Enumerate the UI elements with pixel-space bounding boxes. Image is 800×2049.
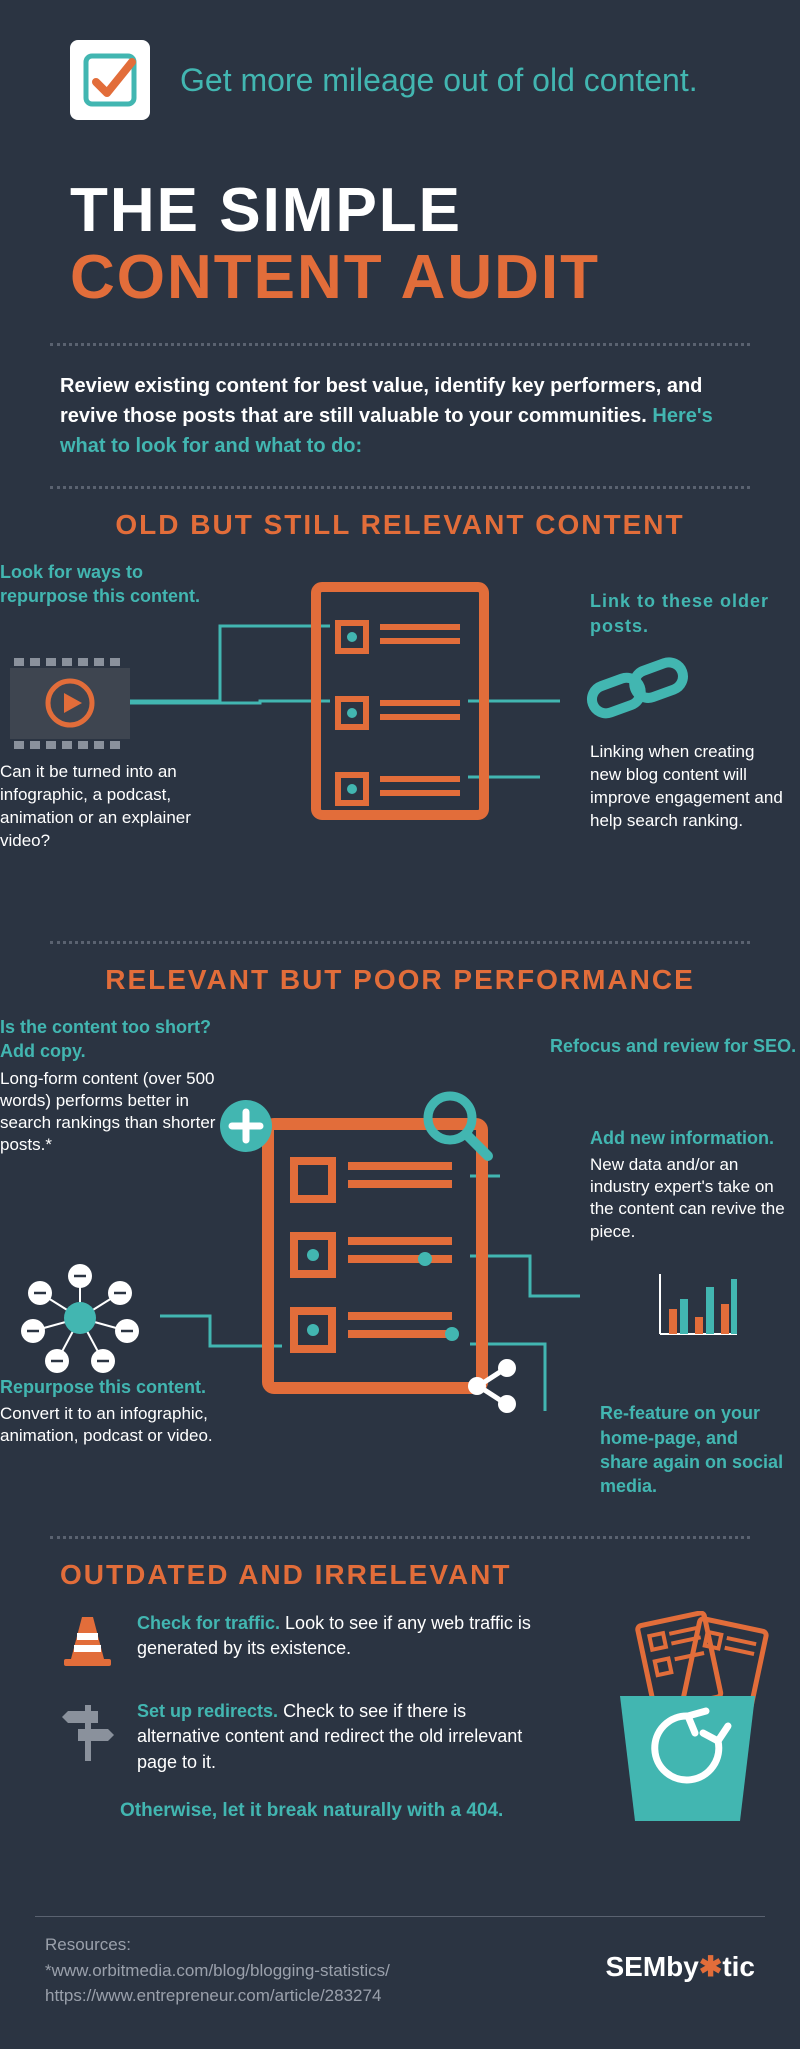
title-line1: THE SIMPLE: [70, 180, 730, 242]
header-tagline: Get more mileage out of old content.: [180, 60, 698, 100]
s3-redirect-text: Set up redirects. Check to see if there …: [137, 1699, 550, 1775]
divider: [50, 486, 750, 489]
footer: Resources: *www.orbitmedia.com/blog/blog…: [35, 1916, 765, 2049]
s1-repurpose-body: Can it be turned into an infographic, a …: [0, 761, 230, 853]
s2-addcopy: Is the content too short? Add copy. Long…: [0, 1016, 225, 1156]
logo-o-icon: ✱: [699, 1951, 722, 1982]
brand-logo: SEMby✱tic: [605, 1950, 755, 1983]
title-block: THE SIMPLE CONTENT AUDIT: [0, 150, 800, 343]
divider: [50, 941, 750, 944]
resources: Resources: *www.orbitmedia.com/blog/blog…: [45, 1932, 390, 2009]
s2-addinfo: Add new information. New data and/or an …: [590, 1128, 790, 1242]
checkmark-icon: [70, 40, 150, 120]
header-row: Get more mileage out of old content.: [0, 0, 800, 150]
s1-link-body: Linking when creating new blog content w…: [590, 741, 790, 833]
hub-network-icon: [15, 1261, 145, 1381]
section2: Is the content too short? Add copy. Long…: [0, 1016, 800, 1536]
s2-seo: Refocus and review for SEO.: [550, 1036, 800, 1057]
intro-white: Review existing content for best value, …: [60, 375, 702, 427]
s3-row-traffic: Check for traffic. Look to see if any we…: [60, 1611, 550, 1674]
document-icon: [310, 581, 490, 826]
s1-link-title: Link to these older posts.: [590, 589, 790, 638]
s2-refeature: Re-feature on your home-page, and share …: [600, 1401, 790, 1498]
infographic: Get more mileage out of old content. THE…: [0, 0, 800, 2049]
section1-heading: OLD BUT STILL RELEVANT CONTENT: [0, 509, 800, 541]
s2-repurpose: Repurpose this content. Convert it to an…: [0, 1376, 230, 1447]
share-icon: [465, 1356, 520, 1421]
divider: [50, 343, 750, 346]
intro-text: Review existing content for best value, …: [0, 366, 800, 486]
plus-icon: [218, 1098, 274, 1159]
bar-chart-icon: [655, 1269, 740, 1344]
section3-heading: OUTDATED AND IRRELEVANT: [0, 1559, 800, 1591]
divider: [50, 1536, 750, 1539]
section2-heading: RELEVANT BUT POOR PERFORMANCE: [0, 964, 800, 996]
s3-traffic-text: Check for traffic. Look to see if any we…: [137, 1611, 550, 1661]
s3-row-redirect: Set up redirects. Check to see if there …: [60, 1699, 550, 1775]
video-icon: [10, 656, 130, 756]
section3: Check for traffic. Look to see if any we…: [0, 1611, 800, 1901]
traffic-cone-icon: [60, 1611, 115, 1674]
section1: Look for ways to repurpose this content.…: [0, 561, 800, 941]
magnifier-icon: [420, 1088, 495, 1168]
signpost-icon: [60, 1699, 115, 1769]
title-line2: CONTENT AUDIT: [70, 242, 730, 313]
s1-repurpose-title: Look for ways to repurpose this content.: [0, 561, 230, 608]
trash-bin-icon: [600, 1611, 775, 1831]
chain-link-icon: [585, 656, 690, 726]
